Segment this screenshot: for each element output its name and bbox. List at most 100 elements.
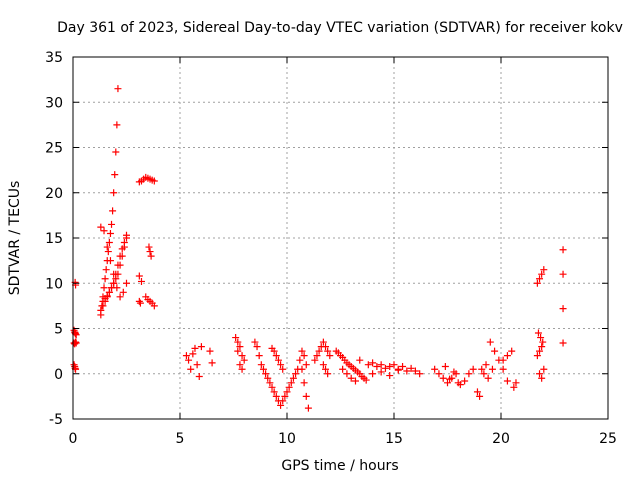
data-point xyxy=(484,374,492,382)
data-point xyxy=(112,148,120,156)
data-point xyxy=(259,365,267,373)
data-point xyxy=(150,177,158,185)
data-point xyxy=(351,377,359,385)
data-point xyxy=(105,239,113,247)
y-tick-label: 35 xyxy=(45,50,63,66)
data-point xyxy=(499,356,507,364)
data-point xyxy=(298,365,306,373)
data-point xyxy=(540,266,548,274)
data-point xyxy=(101,275,109,283)
data-point xyxy=(102,266,110,274)
data-point xyxy=(536,275,544,283)
data-point xyxy=(450,368,458,376)
y-tick-label: 10 xyxy=(45,276,63,292)
data-point xyxy=(534,329,542,337)
data-point xyxy=(106,229,114,237)
data-point xyxy=(236,361,244,369)
data-point xyxy=(369,359,377,367)
data-point xyxy=(503,377,511,385)
data-point xyxy=(454,379,462,387)
data-point xyxy=(304,404,312,412)
grid-lines xyxy=(73,57,608,419)
data-point xyxy=(120,239,128,247)
data-point xyxy=(486,338,494,346)
data-point xyxy=(300,379,308,387)
data-point xyxy=(394,366,402,374)
data-point xyxy=(319,338,327,346)
data-point xyxy=(145,243,153,251)
data-point xyxy=(97,306,105,314)
data-point xyxy=(285,383,293,391)
data-point xyxy=(540,365,548,373)
y-tick-label: 5 xyxy=(54,322,63,338)
data-point xyxy=(319,361,327,369)
data-point xyxy=(508,347,516,355)
data-point xyxy=(480,370,488,378)
data-point xyxy=(476,392,484,400)
data-point xyxy=(270,388,278,396)
data-point xyxy=(322,343,330,351)
data-point xyxy=(114,261,122,269)
data-point xyxy=(195,372,203,380)
data-point xyxy=(461,377,469,385)
data-point xyxy=(339,365,347,373)
data-point xyxy=(390,361,398,369)
data-point xyxy=(538,374,546,382)
data-point xyxy=(109,207,117,215)
data-point xyxy=(234,338,242,346)
data-point xyxy=(105,288,113,296)
data-point xyxy=(264,374,272,382)
data-point xyxy=(399,363,407,371)
data-point xyxy=(533,279,541,287)
data-point xyxy=(240,356,248,364)
data-point xyxy=(135,297,143,305)
data-point xyxy=(326,352,334,360)
data-point xyxy=(103,292,111,300)
data-point xyxy=(537,334,545,342)
data-point xyxy=(191,344,199,352)
y-tick-label: -5 xyxy=(49,412,63,428)
data-point xyxy=(441,363,449,371)
data-point xyxy=(206,347,214,355)
data-point xyxy=(277,401,285,409)
data-point xyxy=(185,356,193,364)
data-point xyxy=(362,376,370,384)
x-tick-label: 15 xyxy=(385,431,403,447)
data-point xyxy=(403,367,411,375)
data-point xyxy=(347,374,355,382)
data-point xyxy=(100,227,108,235)
data-point xyxy=(150,302,158,310)
data-point xyxy=(386,372,394,380)
data-point xyxy=(538,343,546,351)
data-point xyxy=(435,370,443,378)
y-tick-label: 15 xyxy=(45,231,63,247)
data-point xyxy=(377,361,385,369)
data-point xyxy=(465,370,473,378)
data-point xyxy=(119,288,127,296)
data-point xyxy=(257,361,265,369)
data-point xyxy=(311,356,319,364)
x-tick-label: 0 xyxy=(69,431,78,447)
data-point xyxy=(503,352,511,360)
data-point xyxy=(106,257,114,265)
data-point xyxy=(111,171,119,179)
chart-title: Day 361 of 2023, Sidereal Day-to-day VTE… xyxy=(57,20,623,36)
x-tick-label: 25 xyxy=(599,431,617,447)
data-point xyxy=(110,189,118,197)
data-point xyxy=(302,392,310,400)
data-point xyxy=(272,392,280,400)
data-point xyxy=(112,270,120,278)
x-axis-label: GPS time / hours xyxy=(281,458,398,474)
data-point xyxy=(499,365,507,373)
data-point xyxy=(97,223,105,231)
data-point xyxy=(272,352,280,360)
data-point xyxy=(381,364,389,372)
data-point xyxy=(123,234,130,242)
data-point xyxy=(232,334,240,342)
data-point xyxy=(72,339,80,347)
data-point xyxy=(147,252,155,260)
data-point xyxy=(296,356,304,364)
data-point xyxy=(289,374,297,382)
data-point xyxy=(292,370,300,378)
